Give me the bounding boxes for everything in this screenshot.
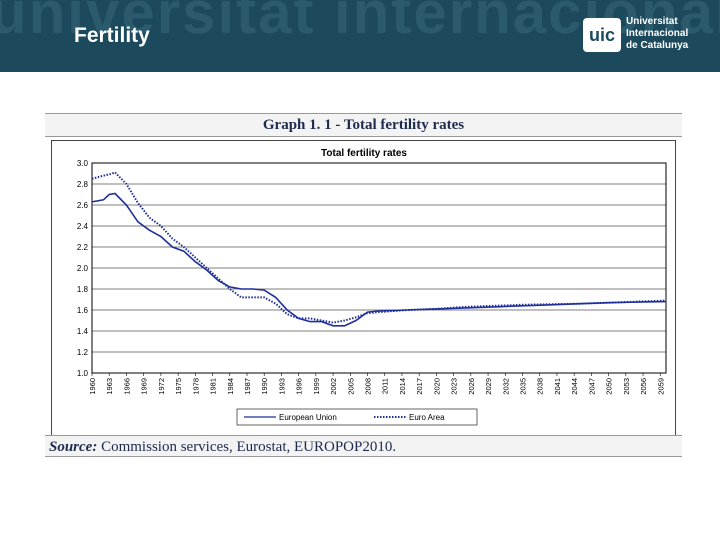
graph-caption: Graph 1. 1 - Total fertility rates [45, 113, 682, 137]
x-tick-label: 1972 [157, 378, 166, 395]
series-euro-area-line [91, 171, 667, 324]
university-logo: uic Universitat Internacional de Catalun… [583, 16, 703, 56]
x-tick-label: 2026 [467, 378, 476, 395]
slide-title: Fertility [74, 24, 150, 47]
x-tick-label: 1996 [295, 378, 304, 395]
graph-box: Graph 1. 1 - Total fertility rates Total… [45, 113, 682, 458]
x-tick-label: 1984 [226, 378, 235, 395]
x-tick-label: 1969 [140, 378, 149, 395]
x-tick-label: 2032 [501, 378, 510, 395]
grid-layer [91, 162, 667, 374]
y-tick-label: 3.0 [77, 159, 89, 168]
x-tick-label: 2047 [587, 378, 596, 395]
logo-line-3: de Catalunya [626, 40, 689, 51]
x-tick-label: 2008 [364, 378, 373, 395]
source-note: Source: Commission services, Eurostat, E… [45, 435, 682, 457]
slide-header: universitat internacional Fertility uic … [0, 0, 720, 72]
chart-legend: European Union Euro Area [236, 408, 478, 426]
chart-frame: Total fertility rates 1.0 1.2 1.4 1.6 1.8 2.0… [51, 140, 676, 438]
x-tick-label: 1978 [191, 378, 200, 395]
x-tick-label: 1993 [277, 378, 286, 395]
x-tick-label: 1981 [209, 378, 218, 395]
x-tick-label: 2002 [329, 378, 338, 395]
x-tick-label: 2005 [346, 378, 355, 395]
y-tick-label: 2.6 [77, 201, 89, 210]
x-tick-label: 1963 [105, 378, 114, 395]
y-tick-label: 2.4 [77, 222, 89, 231]
x-tick-label: 2029 [484, 378, 493, 395]
y-tick-label: 1.6 [77, 306, 89, 315]
x-tick-label: 2035 [519, 378, 528, 395]
x-tick-label: 1987 [243, 378, 252, 395]
x-tick-label: 2056 [639, 378, 648, 395]
logo-line-2: Internacional [626, 28, 689, 39]
y-tick-label: 1.2 [77, 348, 89, 357]
x-tick-label: 2023 [450, 378, 459, 395]
axis-layer: 1.0 1.2 1.4 1.6 1.8 2.0 2.2 2.4 2.6 2.8 3.0 1960 196… [77, 159, 665, 395]
y-tick-label: 2.0 [77, 264, 89, 273]
x-tick-label: 2020 [432, 378, 441, 395]
x-tick-label: 2041 [553, 378, 562, 395]
x-tick-label: 2053 [622, 378, 631, 395]
x-tick-label: 2014 [398, 378, 407, 395]
x-tick-label: 2017 [415, 378, 424, 395]
x-tick-label: 1966 [122, 378, 131, 395]
fertility-line-chart: Total fertility rates 1.0 1.2 1.4 1.6 1.8 2.0… [77, 148, 667, 426]
logo-line-1: Universitat [626, 16, 678, 27]
y-tick-label: 1.8 [77, 285, 89, 294]
x-tick-label: 1975 [174, 378, 183, 395]
x-tick-label: 2044 [570, 378, 579, 395]
x-tick-label: 2050 [605, 378, 614, 395]
x-tick-label: 2011 [381, 378, 390, 394]
logo-mark: uic [583, 18, 621, 52]
series-layer [91, 171, 667, 327]
source-label: Source: [49, 439, 98, 455]
x-tick-label: 1960 [88, 378, 97, 395]
source-text: Commission services, Eurostat, EUROPOP20… [101, 439, 397, 455]
y-tick-label: 2.2 [77, 243, 89, 252]
legend-label: European Union [279, 413, 337, 422]
legend-label: Euro Area [409, 413, 445, 422]
x-tick-label: 2038 [536, 378, 545, 395]
chart-title: Total fertility rates [321, 148, 407, 159]
x-tick-label: 1999 [312, 378, 321, 395]
y-tick-label: 1.4 [77, 327, 89, 336]
series-european-union-line [91, 192, 667, 327]
logo-text: Universitat Internacional de Catalunya [626, 16, 688, 52]
x-tick-label: 1990 [260, 378, 269, 395]
y-tick-label: 2.8 [77, 180, 89, 189]
y-tick-label: 1.0 [77, 369, 89, 378]
x-tick-label: 2059 [656, 378, 665, 395]
legend-box [236, 408, 478, 426]
